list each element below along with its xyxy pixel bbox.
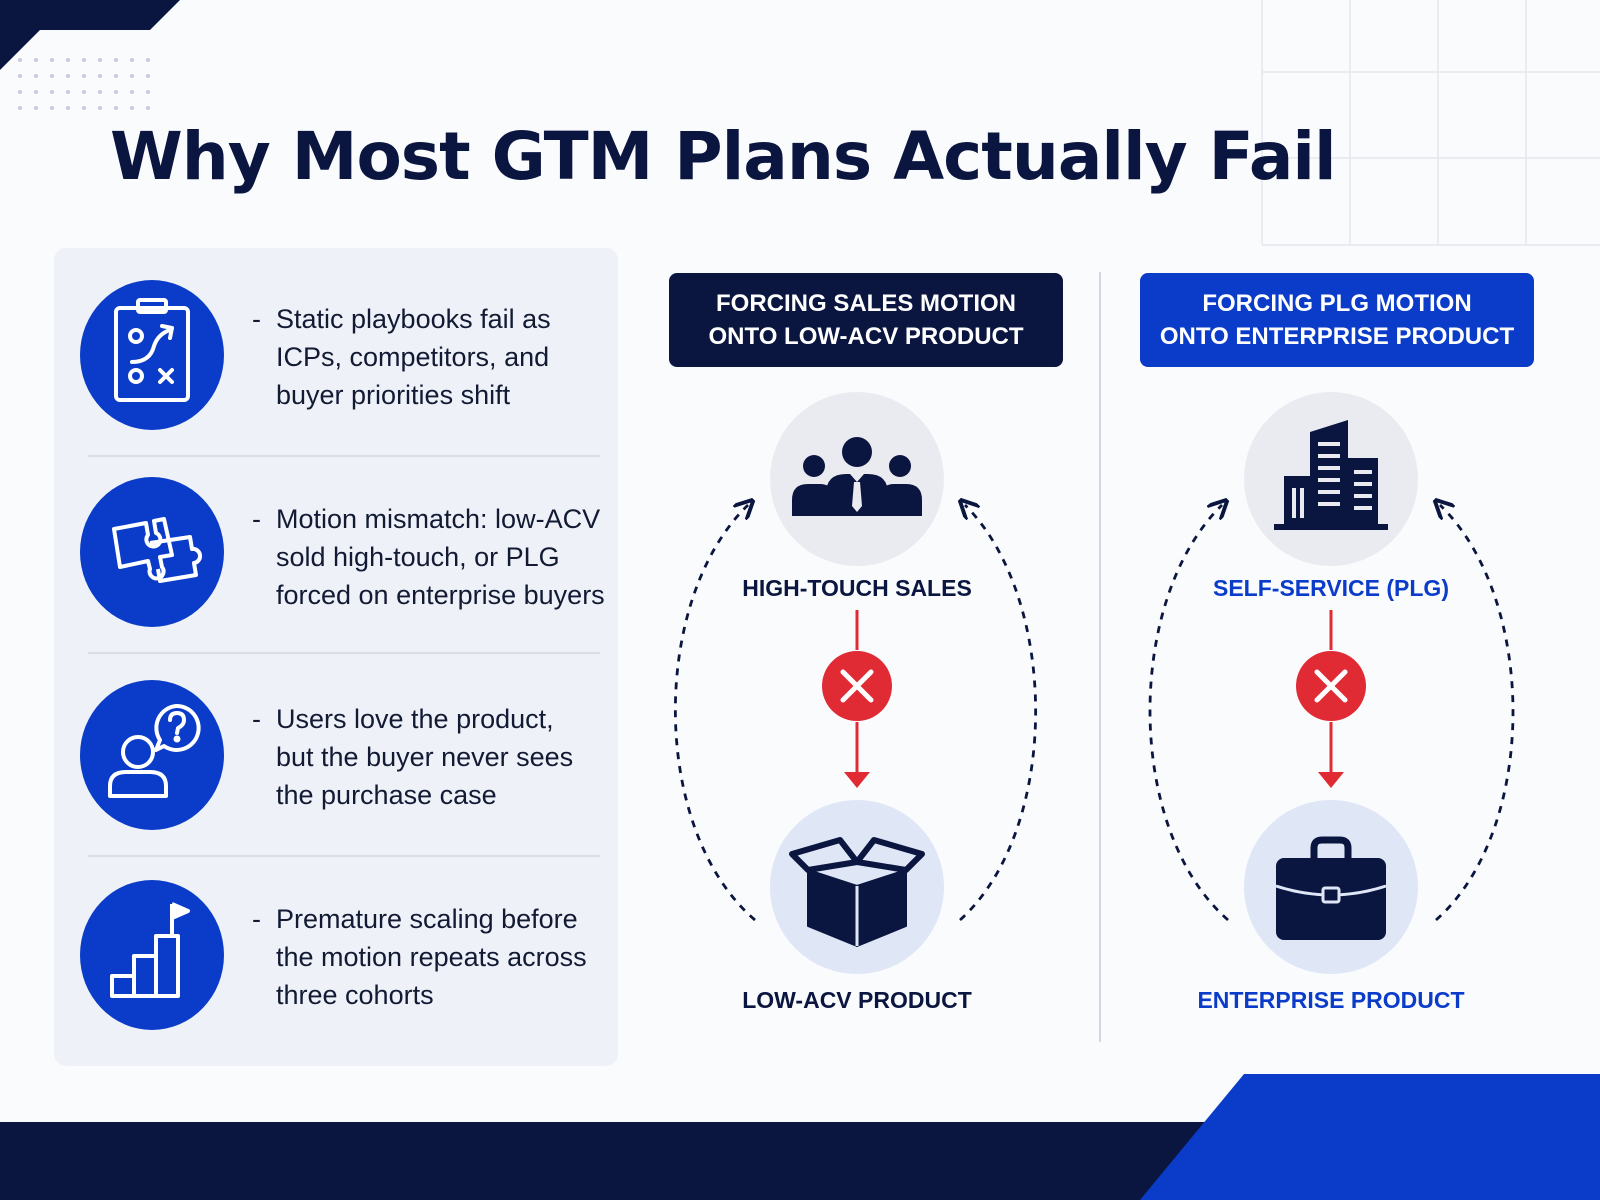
cycle-arrow-left [674, 505, 755, 922]
reason-bullet: - [252, 504, 261, 534]
sales-team-icon [792, 437, 922, 516]
node-label-top: HIGH-TOUCH SALES [742, 575, 972, 601]
reason-bullet: - [252, 304, 261, 334]
growth-bars-flag-icon [110, 902, 190, 998]
footer-accent [1140, 1074, 1600, 1200]
node-low-acv-product [770, 800, 944, 974]
reason-bullet: - [252, 704, 261, 734]
reason-divider [88, 652, 600, 654]
reason-icon-badge-3 [80, 680, 224, 830]
dot-grid [18, 58, 150, 110]
reason-item-2: - Motion mismatch: low-ACV sold high-tou… [252, 500, 612, 614]
column-divider [1099, 272, 1101, 1042]
briefcase-icon [1275, 836, 1387, 940]
reason-divider [88, 455, 600, 457]
reason-divider [88, 855, 600, 857]
user-question-icon [108, 703, 201, 798]
reason-text: Motion mismatch: low-ACV sold high-touch… [276, 504, 605, 610]
flow-arrowhead [844, 772, 870, 788]
flow-arrowhead [1318, 772, 1344, 788]
clipboard-play-icon [114, 298, 190, 402]
office-building-icon [1274, 420, 1388, 530]
reason-text: Premature scaling before the motion repe… [276, 904, 587, 1010]
comparison-heading-sales: FORCING SALES MOTION ONTO LOW-ACV PRODUC… [669, 273, 1063, 367]
page-title: Why Most GTM Plans Actually Fail [110, 118, 1337, 195]
comparison-heading-plg: FORCING PLG MOTION ONTO ENTERPRISE PRODU… [1140, 273, 1534, 367]
cycle-arrow-right [960, 505, 1037, 922]
node-high-touch-sales [770, 392, 944, 566]
reason-text: Users love the product, but the buyer ne… [276, 704, 574, 810]
node-label-bottom: ENTERPRISE PRODUCT [1197, 987, 1465, 1013]
reason-icon-badge-1 [80, 280, 224, 430]
corner-accent-top-left [0, 0, 180, 70]
reason-item-1: - Static playbooks fail as ICPs, competi… [252, 300, 612, 414]
open-box-icon [789, 837, 925, 947]
sales-flow [674, 505, 1037, 922]
reason-bullet: - [252, 904, 261, 934]
grid-lines-top-right [1261, 0, 1600, 246]
flow-diagrams [674, 380, 1515, 922]
cycle-arrow-left [1148, 505, 1228, 922]
node-self-service-plg [1244, 392, 1418, 566]
x-mark-icon [1296, 651, 1366, 721]
reason-icon-badge-4 [80, 880, 224, 1030]
reason-item-4: - Premature scaling before the motion re… [252, 900, 612, 1014]
reason-item-3: - Users love the product, but the buyer … [252, 700, 612, 814]
node-label-bottom: LOW-ACV PRODUCT [742, 987, 972, 1013]
cycle-arrow-right [1436, 505, 1515, 922]
plg-flow [1148, 505, 1515, 922]
puzzle-pieces-icon [112, 517, 203, 583]
reason-icon-badge-2 [80, 477, 224, 627]
node-label-top: SELF-SERVICE (PLG) [1213, 575, 1449, 601]
node-enterprise-product [1244, 800, 1418, 974]
reason-text: Static playbooks fail as ICPs, competito… [276, 304, 551, 410]
x-mark-icon [822, 651, 892, 721]
